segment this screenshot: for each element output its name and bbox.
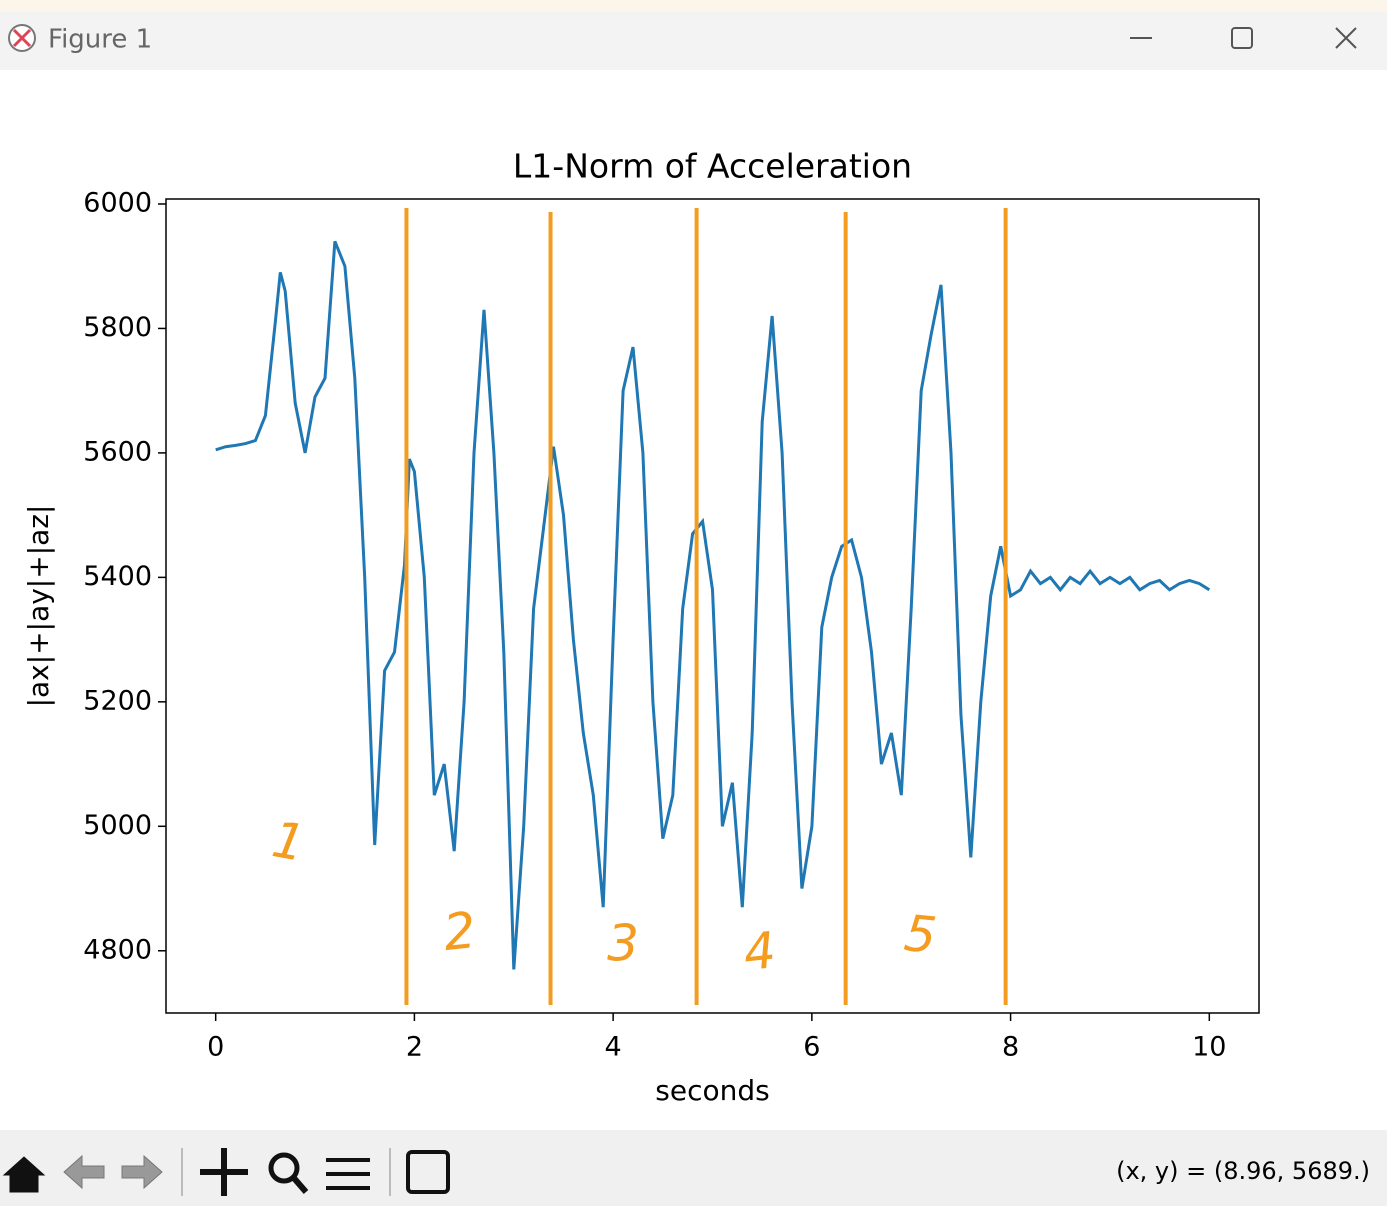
annotation-number: 4 [741,921,779,982]
toolbar-icons [2,1148,450,1196]
toolbar [0,1130,1387,1206]
forward-button[interactable] [121,1154,163,1190]
maximize-button[interactable] [1231,27,1253,49]
x-tick-label: 4 [605,1032,622,1063]
zoom-handle [290,1175,309,1194]
close-button[interactable] [1335,27,1357,49]
x-tick-label: 8 [1002,1032,1019,1063]
x-axis-label: seconds [655,1074,769,1107]
annotation-number: 3 [607,915,639,973]
back-button[interactable] [63,1154,105,1190]
y-tick-label: 4800 [83,934,152,965]
data-line [215,240,1211,970]
status-text: (x, y) = (8.96, 5689.) [1116,1157,1370,1185]
annotation-number: 5 [902,904,940,965]
configure-button[interactable] [326,1158,370,1190]
annotation-number: 1 [268,810,309,873]
y-axis-label: |ax|+|ay|+|az| [22,505,55,708]
x-tick-label: 2 [406,1032,423,1063]
chart-title: L1-Norm of Acceleration [513,147,912,186]
y-tick-label: 5200 [83,685,152,716]
chart: L1-Norm of Acceleration seconds |ax|+|ay|+… [22,147,1260,1107]
y-tick-label: 6000 [83,187,152,218]
annotation-number: 2 [441,901,479,962]
zoom-button[interactable] [268,1152,300,1184]
plot-frame [165,198,1260,1014]
save-button[interactable] [406,1150,450,1194]
x-tick-label: 0 [207,1032,224,1063]
window-title: Figure 1 [48,25,152,55]
title-bar [0,12,1387,70]
y-tick-label: 5600 [83,436,152,467]
y-tick-label: 5800 [83,312,152,343]
app-icon-mark [12,28,32,48]
y-tick-label: 5000 [83,810,152,841]
top-edge [0,0,1387,12]
x-tick-label: 6 [803,1032,820,1063]
y-tick-label: 5400 [83,561,152,592]
pan-button[interactable] [200,1148,248,1196]
x-tick-label: 10 [1192,1032,1226,1063]
home-button[interactable] [2,1156,46,1193]
